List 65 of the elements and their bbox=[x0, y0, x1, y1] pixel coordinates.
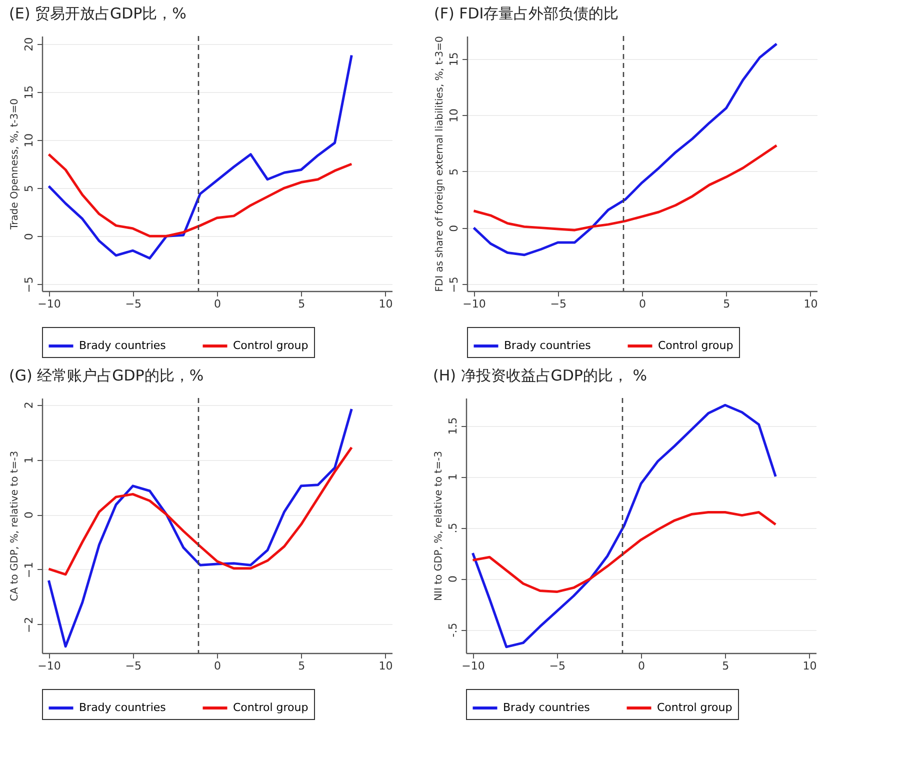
line-series bbox=[471, 404, 777, 648]
x-tick-label: −5 bbox=[125, 298, 142, 310]
chart-title: (G) 经常账户占GDP的比，% bbox=[9, 366, 204, 384]
y-tick-label: −5 bbox=[22, 276, 36, 293]
legend-label: Brady countries bbox=[504, 339, 592, 352]
line-series bbox=[47, 54, 353, 260]
legend-label: Control group bbox=[233, 339, 308, 352]
y-tick-label: −2 bbox=[22, 616, 36, 634]
x-tick-label: −10 bbox=[462, 660, 485, 672]
x-tick-label: −5 bbox=[125, 660, 142, 672]
x-tick-label: 10 bbox=[378, 660, 393, 672]
chart-title: (F) FDI存量占外部负债的比 bbox=[434, 4, 619, 22]
x-tick-label: 0 bbox=[214, 660, 221, 672]
y-tick-label: 10 bbox=[448, 108, 460, 122]
y-tick-label: 1 bbox=[446, 474, 460, 481]
legend-label: Control group bbox=[233, 701, 308, 714]
line-series bbox=[47, 408, 353, 648]
x-tick-label: −10 bbox=[38, 298, 61, 310]
legend-label: Control group bbox=[658, 339, 734, 352]
x-tick-label: 10 bbox=[802, 660, 817, 672]
line-series bbox=[472, 144, 778, 232]
y-tick-label: 15 bbox=[448, 52, 460, 66]
x-tick-label: 5 bbox=[298, 660, 306, 672]
y-axis-title: Trade Openness, %, t-3=0 bbox=[10, 98, 20, 231]
legend-label: Brady countries bbox=[79, 339, 166, 352]
x-tick-label: 0 bbox=[214, 298, 221, 310]
y-tick-label: 15 bbox=[22, 85, 36, 100]
x-tick-label: 10 bbox=[378, 298, 393, 310]
x-tick-label: 10 bbox=[804, 298, 818, 310]
x-tick-label: 5 bbox=[722, 660, 730, 672]
x-tick-label: −10 bbox=[462, 298, 486, 310]
y-tick-label: −1 bbox=[22, 562, 36, 578]
x-tick-label: −5 bbox=[549, 660, 566, 672]
y-axis-title: NII to GDP, %, relative to t=-3 bbox=[434, 451, 444, 601]
legend-label: Brady countries bbox=[79, 701, 166, 714]
y-tick-label: 5 bbox=[448, 168, 460, 176]
legend-label: Brady countries bbox=[503, 701, 590, 714]
y-axis-title: FDI as share of foreign external liabilities, %, t-3=0 bbox=[434, 36, 446, 292]
y-tick-label: 5 bbox=[22, 185, 36, 192]
legend-label: Control group bbox=[657, 701, 732, 714]
y-tick-label: 1 bbox=[22, 456, 36, 464]
y-tick-label: 10 bbox=[22, 133, 36, 148]
y-tick-label: 0 bbox=[22, 233, 36, 240]
line-series bbox=[472, 42, 778, 256]
x-tick-label: 0 bbox=[638, 660, 645, 672]
line-series bbox=[47, 446, 353, 576]
y-tick-label: 1.5 bbox=[446, 417, 460, 435]
y-tick-label: 0 bbox=[22, 512, 36, 519]
x-tick-label: −10 bbox=[38, 660, 61, 672]
x-tick-label: 5 bbox=[723, 298, 730, 310]
x-tick-label: 0 bbox=[639, 298, 646, 310]
y-tick-label: 20 bbox=[22, 37, 36, 52]
line-series bbox=[471, 510, 777, 594]
x-tick-label: 5 bbox=[298, 298, 306, 310]
y-tick-label: -.5 bbox=[446, 622, 460, 638]
y-tick-label: .5 bbox=[446, 522, 460, 534]
line-series bbox=[47, 153, 353, 238]
y-tick-label: −5 bbox=[448, 276, 460, 293]
y-tick-label: 0 bbox=[448, 224, 460, 232]
chart-title: (H) 净投资收益占GDP的比， % bbox=[433, 366, 647, 384]
y-tick-label: 0 bbox=[446, 576, 460, 583]
x-tick-label: −5 bbox=[550, 298, 566, 310]
y-axis-title: CA to GDP, %, relative to t=-3 bbox=[10, 450, 20, 602]
y-tick-label: 2 bbox=[22, 402, 36, 409]
chart-title: (E) 贸易开放占GDP比，% bbox=[9, 4, 186, 22]
